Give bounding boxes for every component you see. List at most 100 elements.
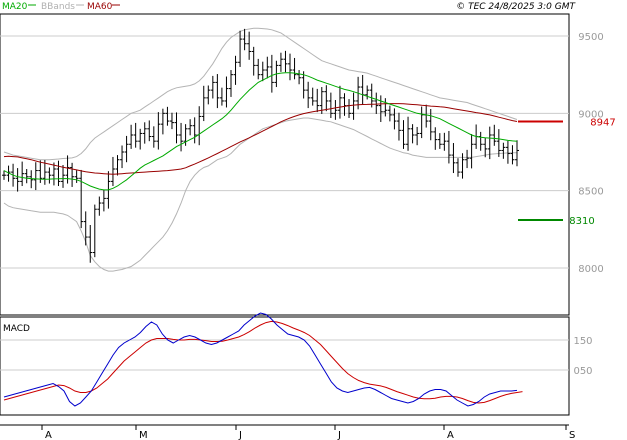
legend: MA20 BBands MA60 — [2, 2, 120, 12]
price-markers: 8947 8310 — [518, 118, 616, 227]
macd-panel: 150 050 MACD — [0, 312, 593, 416]
price-bar — [138, 128, 143, 150]
macd-tick-label: 050 — [573, 366, 592, 377]
bollinger-bands — [3, 27, 518, 272]
macd-lines — [3, 312, 523, 407]
price-bar — [392, 108, 397, 130]
price-bar — [188, 119, 193, 136]
price-bar — [292, 57, 297, 80]
bband-lower-line — [3, 117, 517, 272]
price-bar — [124, 135, 129, 163]
price-bars — [2, 28, 519, 263]
price-bar — [20, 161, 25, 187]
price-bar — [487, 126, 492, 160]
price-bar — [15, 168, 20, 192]
price-bar — [501, 142, 506, 159]
price-bar — [469, 134, 474, 169]
month-label: S — [569, 430, 575, 440]
price-bar — [210, 75, 215, 99]
price-bar — [455, 158, 460, 177]
price-bar — [460, 153, 465, 179]
price-bar — [219, 87, 224, 106]
price-bar — [238, 30, 243, 67]
price-bar — [79, 169, 84, 229]
price-gridlines — [0, 35, 569, 269]
price-bar — [310, 87, 315, 106]
price-bar — [165, 106, 170, 126]
price-bar — [179, 122, 184, 152]
price-bar — [442, 132, 447, 151]
price-bar — [387, 105, 392, 122]
macd-tick-label: 150 — [573, 336, 592, 347]
price-bar — [110, 156, 115, 187]
price-bar — [269, 54, 274, 93]
price-bar — [151, 126, 156, 148]
price-bar — [201, 85, 206, 122]
ma60-line — [3, 103, 518, 175]
ma20-line — [3, 72, 518, 191]
price-bar — [2, 170, 6, 180]
price-bar — [492, 124, 497, 146]
price-bar — [228, 70, 233, 97]
price-bar — [174, 112, 179, 144]
price-bar — [56, 160, 61, 187]
price-bar — [101, 190, 106, 212]
price-tick-label: 8000 — [578, 264, 603, 275]
price-bar — [160, 108, 165, 135]
month-label: A — [447, 430, 454, 440]
copyright-credit: © TEC 24/8/2025 3:0 GMT — [456, 2, 576, 12]
price-bar — [115, 155, 120, 176]
price-bar — [510, 145, 515, 165]
legend-ma20: MA20 — [2, 2, 28, 12]
price-bar — [147, 120, 152, 142]
price-bar — [88, 225, 93, 263]
price-bar — [83, 211, 88, 246]
price-bar — [319, 87, 324, 114]
price-bar — [369, 83, 374, 108]
price-bar — [337, 85, 342, 119]
price-tick-label: 9000 — [578, 109, 603, 120]
price-bar — [6, 165, 11, 182]
price-bar — [120, 145, 125, 169]
month-label: A — [45, 430, 52, 440]
price-bar — [515, 140, 519, 167]
price-bar — [242, 28, 247, 51]
price-bar — [61, 164, 66, 188]
price-bar — [297, 70, 302, 85]
price-bar — [224, 76, 229, 108]
price-panel: 9500 9000 8500 8000 8947 8310 — [0, 13, 616, 316]
price-bar — [301, 71, 306, 99]
price-bar — [401, 120, 406, 149]
price-bar — [428, 109, 433, 141]
marker-label: 8310 — [569, 216, 594, 227]
price-bar — [169, 112, 174, 130]
price-bar — [374, 92, 379, 114]
price-bar — [133, 122, 138, 148]
price-bar — [92, 204, 97, 258]
bband-upper-line — [3, 27, 518, 161]
price-bar — [278, 52, 283, 72]
price-tick-label: 8500 — [578, 187, 603, 198]
price-bar — [351, 92, 356, 120]
legend-bbands: BBands — [41, 2, 75, 12]
price-bar — [406, 116, 411, 151]
price-bar — [251, 46, 256, 76]
price-bar — [206, 85, 211, 105]
price-bar — [70, 162, 75, 187]
price-bar — [29, 170, 34, 189]
price-bar — [283, 50, 288, 73]
macd-gridlines — [0, 339, 569, 371]
price-bar — [324, 85, 329, 112]
price-bar — [496, 129, 501, 157]
price-bar — [410, 124, 415, 144]
price-bar — [437, 133, 442, 149]
month-label: M — [139, 430, 148, 440]
price-bar — [129, 124, 134, 149]
price-tick-label: 9500 — [578, 32, 603, 43]
macd-signal-line — [3, 320, 523, 404]
price-bar — [42, 160, 47, 185]
price-bar — [396, 112, 401, 141]
price-bar — [51, 162, 56, 186]
